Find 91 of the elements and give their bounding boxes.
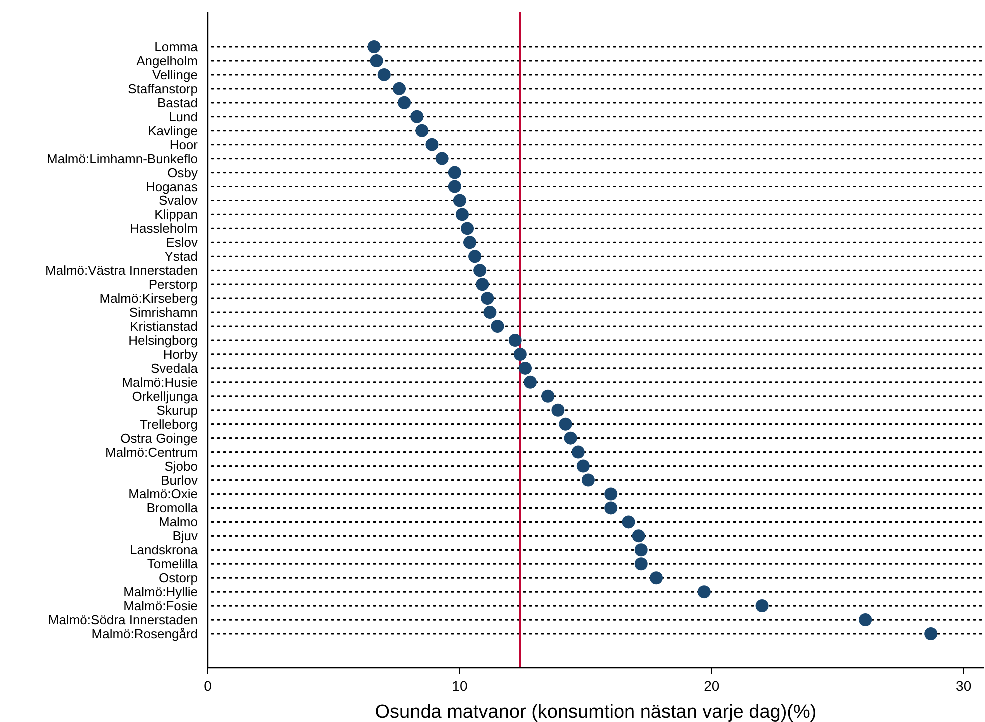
point: [559, 418, 572, 431]
point: [436, 152, 449, 166]
y-tick-label: Tomelilla: [147, 556, 199, 572]
y-tick-label: Osby: [168, 165, 198, 180]
point: [448, 166, 462, 180]
y-tick-label: Malmö:Södra Innerstaden: [48, 612, 198, 628]
point: [634, 544, 648, 557]
y-tick-label: Ostorp: [158, 570, 198, 586]
y-tick-label: Trelleborg: [140, 416, 198, 432]
point: [508, 334, 522, 347]
point: [634, 558, 648, 571]
point: [582, 474, 595, 487]
point: [622, 516, 636, 529]
point: [542, 390, 555, 403]
y-tick-label: Lund: [169, 109, 198, 124]
y-tick-label: Hoor: [170, 137, 199, 152]
y-tick-label: Svalov: [158, 193, 198, 208]
point: [378, 68, 391, 82]
y-tick-label: Lomma: [154, 40, 199, 54]
point: [924, 628, 938, 640]
y-tick-label: Sjobo: [164, 458, 198, 474]
y-tick-label: Hoganas: [146, 179, 198, 194]
y-tick-label: Orkelljunga: [132, 388, 199, 404]
y-tick-label: Staffanstorp: [128, 81, 198, 96]
y-tick-label: Ostra Goinge: [120, 430, 198, 446]
point: [524, 376, 537, 389]
point: [650, 572, 663, 585]
y-tick-label: Burlov: [161, 472, 198, 488]
y-tick-label: Vellinge: [152, 67, 198, 82]
y-tick-label: Kavlinge: [148, 123, 198, 138]
point: [604, 502, 618, 515]
y-tick-label: Malmö:Centrum: [106, 444, 198, 460]
y-tick-label: Helsingborg: [128, 333, 198, 348]
y-tick-label: Malmö:Rosengård: [92, 626, 198, 642]
point: [632, 530, 646, 543]
y-tick-label: Malmö:Västra Innerstaden: [46, 263, 198, 278]
y-tick-label: Klippan: [154, 207, 198, 222]
point: [552, 404, 565, 417]
point: [564, 432, 578, 445]
y-tick-label: Malmö:Kirseberg: [100, 291, 198, 306]
y-tick-label: Ystad: [164, 249, 198, 264]
y-tick-label: Malmö:Fosie: [124, 598, 198, 614]
y-tick-label: Bromolla: [146, 500, 199, 516]
y-tick-label: Bastad: [158, 95, 198, 110]
y-tick-label: Malmö:Limhamn-Bunkeflo: [46, 151, 198, 166]
point: [392, 82, 406, 96]
y-tick-label: Malmo: [158, 514, 198, 530]
point: [518, 362, 532, 375]
point: [484, 306, 497, 320]
point: [576, 460, 590, 473]
point: [468, 250, 482, 264]
y-tick-label: Bjuv: [172, 528, 198, 544]
y-tick-label: Kristianstad: [130, 319, 198, 334]
y-tick-label: Horby: [163, 346, 198, 362]
point: [461, 222, 474, 236]
x-tick-label: 0: [204, 678, 212, 694]
y-tick-label: Malmö:Hyllie: [124, 584, 198, 600]
point: [448, 180, 462, 194]
point: [572, 446, 585, 459]
point: [368, 40, 381, 54]
y-tick-label: Simrishamn: [129, 305, 198, 320]
point: [756, 600, 769, 613]
y-tick-label: Malmö:Oxie: [128, 486, 198, 502]
point: [698, 586, 711, 599]
point: [464, 236, 477, 250]
x-axis-title: Osunda matvanor (konsumtion nästan varje dag)(%): [375, 702, 817, 722]
y-tick-label: Landskrona: [130, 542, 199, 558]
x-tick-label: 20: [704, 678, 720, 694]
point: [453, 194, 466, 208]
y-tick-label: Angelholm: [136, 53, 198, 68]
point: [476, 278, 490, 292]
point: [481, 292, 494, 306]
point: [410, 110, 424, 124]
point: [491, 320, 504, 334]
y-tick-label: Eslov: [166, 235, 198, 250]
y-tick-label: Skurup: [156, 402, 198, 418]
point: [426, 138, 439, 152]
point: [370, 54, 384, 68]
x-tick-label: 10: [452, 678, 468, 694]
point: [514, 348, 527, 361]
y-tick-label: Svedala: [151, 360, 199, 376]
point: [474, 264, 487, 278]
y-tick-label: Hassleholm: [130, 221, 198, 236]
x-tick-label: 30: [956, 678, 972, 694]
point: [398, 96, 412, 110]
point: [456, 208, 469, 222]
y-tick-label: Malmö:Husie: [122, 374, 198, 390]
point: [604, 488, 618, 501]
point: [416, 124, 429, 138]
point: [859, 614, 872, 627]
y-tick-label: Perstorp: [148, 277, 198, 292]
